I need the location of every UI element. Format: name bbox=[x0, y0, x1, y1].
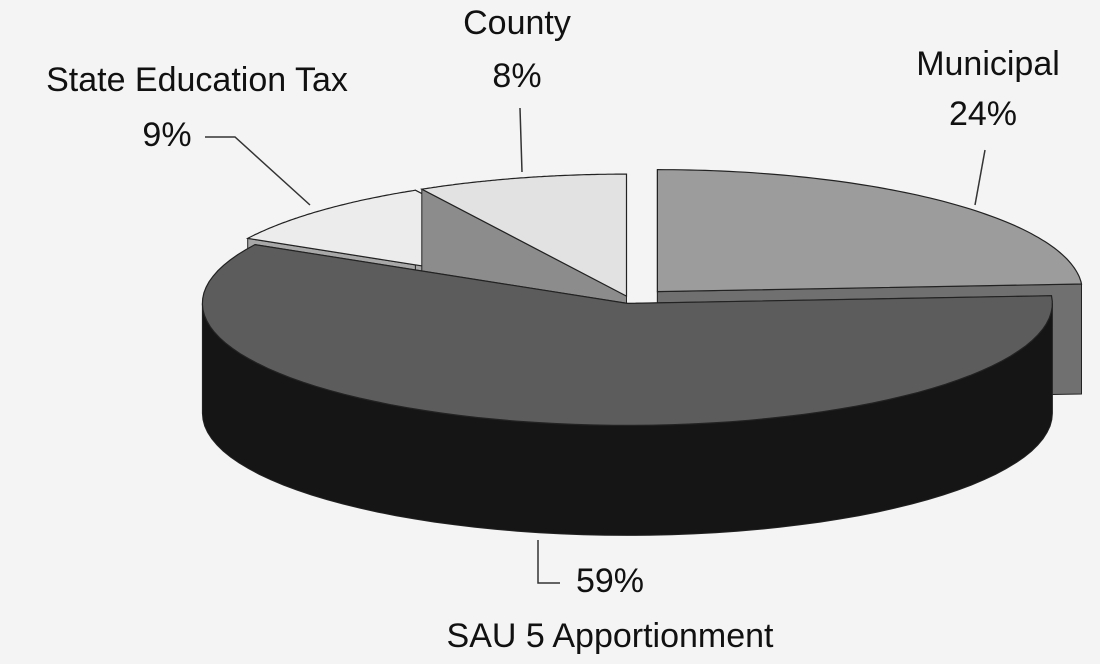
slice bbox=[656, 168, 1083, 293]
slice bbox=[419, 173, 628, 298]
value-label: 24% bbox=[949, 95, 1017, 133]
value-label: 9% bbox=[142, 116, 191, 154]
leader-line bbox=[205, 136, 311, 206]
value-label: 8% bbox=[492, 57, 541, 95]
category-label: County bbox=[463, 4, 571, 42]
category-label: SAU 5 Apportionment bbox=[447, 617, 775, 655]
category-label: Municipal bbox=[916, 45, 1060, 83]
leader-line bbox=[537, 540, 560, 584]
leader-line bbox=[519, 107, 523, 173]
category-label: State Education Tax bbox=[46, 61, 348, 99]
value-label: 59% bbox=[576, 562, 644, 600]
slice bbox=[201, 243, 1053, 427]
leader-line bbox=[974, 149, 986, 206]
